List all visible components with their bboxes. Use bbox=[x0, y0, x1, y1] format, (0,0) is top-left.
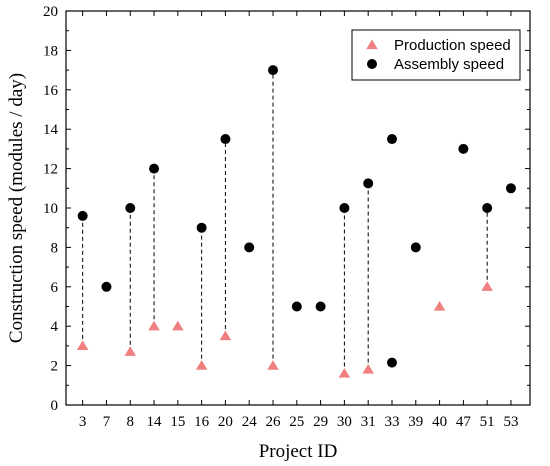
assembly-point bbox=[363, 178, 374, 189]
production-point bbox=[267, 360, 279, 370]
production-point bbox=[76, 340, 89, 351]
assembly-point bbox=[315, 301, 326, 312]
production-point bbox=[124, 346, 137, 356]
x-tick-label: 53 bbox=[503, 414, 518, 430]
x-tick-label: 8 bbox=[126, 414, 134, 430]
x-tick-label: 29 bbox=[313, 414, 328, 430]
x-tick-label: 33 bbox=[384, 414, 399, 430]
legend-production-marker bbox=[366, 39, 378, 50]
y-tick-label: 20 bbox=[43, 4, 58, 20]
production-point bbox=[172, 320, 184, 331]
y-tick-label: 14 bbox=[43, 122, 59, 138]
y-tick-label: 6 bbox=[51, 280, 59, 296]
assembly-point bbox=[149, 163, 160, 174]
production-point bbox=[362, 364, 374, 374]
assembly-point bbox=[458, 143, 469, 154]
assembly-point bbox=[77, 210, 88, 221]
production-point bbox=[433, 301, 446, 311]
production-point bbox=[219, 330, 232, 341]
y-axis-title: Construction speed (modules / day) bbox=[6, 73, 27, 343]
assembly-point bbox=[101, 281, 112, 292]
production-point bbox=[148, 320, 160, 331]
x-tick-label: 30 bbox=[337, 414, 352, 430]
x-tick-label: 26 bbox=[266, 414, 282, 430]
assembly-point bbox=[244, 242, 255, 253]
assembly-point bbox=[220, 134, 231, 145]
x-tick-label: 7 bbox=[103, 414, 111, 430]
y-tick-label: 18 bbox=[43, 43, 58, 59]
x-tick-label: 51 bbox=[480, 414, 495, 430]
y-tick-label: 0 bbox=[51, 398, 59, 414]
legend-assembly-marker bbox=[367, 59, 377, 69]
assembly-point bbox=[410, 242, 421, 253]
x-tick-label: 31 bbox=[361, 414, 376, 430]
assembly-point bbox=[196, 222, 207, 233]
x-tick-label: 16 bbox=[194, 414, 210, 430]
assembly-point bbox=[268, 65, 279, 76]
x-tick-label: 24 bbox=[242, 414, 258, 430]
x-tick-label: 39 bbox=[408, 414, 423, 430]
x-tick-label: 40 bbox=[432, 414, 447, 430]
production-point bbox=[338, 367, 351, 378]
assembly-point bbox=[386, 134, 397, 145]
assembly-point bbox=[339, 203, 350, 213]
y-tick-label: 4 bbox=[51, 319, 59, 335]
production-point bbox=[195, 360, 208, 370]
assembly-point bbox=[291, 301, 302, 312]
legend: Production speed Assembly speed bbox=[351, 29, 521, 81]
x-tick-label: 14 bbox=[147, 414, 163, 430]
legend-box bbox=[351, 29, 521, 81]
x-tick-label: 3 bbox=[79, 414, 87, 430]
y-tick-label: 2 bbox=[51, 359, 59, 375]
x-tick-label: 47 bbox=[456, 414, 472, 430]
x-tick-label: 15 bbox=[170, 414, 185, 430]
legend-assembly-label: Assembly speed bbox=[394, 56, 504, 73]
production-point bbox=[481, 281, 493, 291]
x-axis-title: Project ID bbox=[259, 441, 338, 462]
y-tick-label: 8 bbox=[51, 240, 59, 256]
x-tick-label: 25 bbox=[289, 414, 304, 430]
assembly-point bbox=[482, 203, 493, 213]
assembly-point bbox=[386, 357, 397, 368]
x-tick-label: 20 bbox=[218, 414, 233, 430]
y-tick-label: 10 bbox=[43, 201, 58, 217]
legend-production-label: Production speed bbox=[394, 37, 511, 54]
assembly-point bbox=[505, 183, 516, 194]
y-tick-label: 16 bbox=[43, 83, 59, 99]
y-tick-label: 12 bbox=[43, 162, 58, 178]
assembly-point bbox=[125, 203, 136, 213]
